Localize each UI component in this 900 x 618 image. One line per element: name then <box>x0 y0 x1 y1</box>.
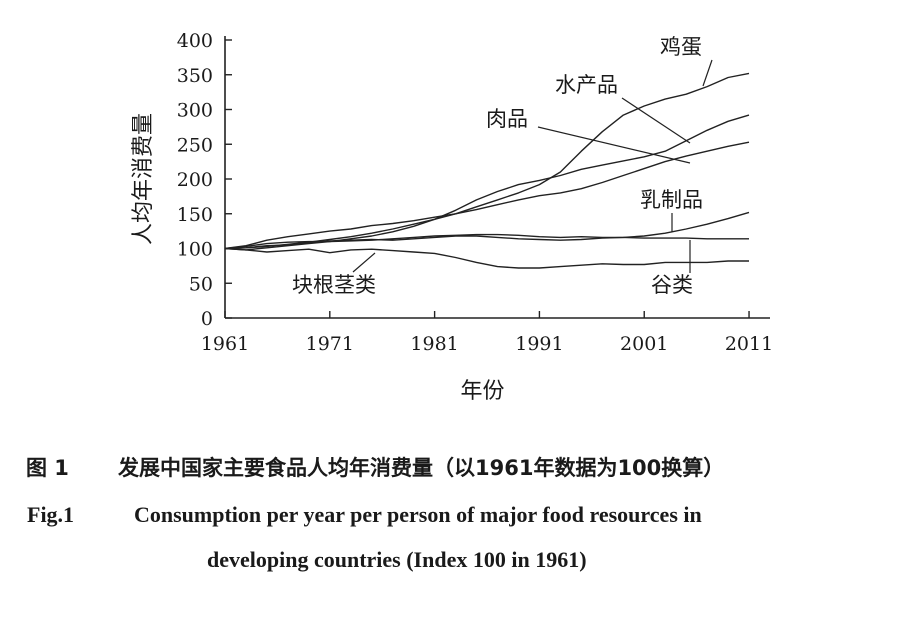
series-label: 肉品 <box>486 107 528 131</box>
y-tick-label: 300 <box>177 100 213 122</box>
x-tick-label: 2001 <box>620 333 668 355</box>
label-leader-line <box>621 97 691 144</box>
series-label: 乳制品 <box>640 188 703 212</box>
series-label: 水产品 <box>555 73 618 97</box>
axes: 0 50 100 150 200 250 300 350 400 1961 1971 1981 1991… <box>177 30 773 355</box>
x-tick-label: 1971 <box>306 333 354 355</box>
label-leader-line <box>702 59 713 87</box>
caption-zh-text: 发展中国家主要食品人均年消费量（以1961年数据为100换算） <box>118 456 725 480</box>
x-tick-label: 1991 <box>515 333 563 355</box>
label-leader-line <box>537 126 691 164</box>
y-axis-title: 人均年消费量 <box>131 113 156 245</box>
y-tick-label: 150 <box>177 204 213 226</box>
series-lines <box>224 72 750 269</box>
caption-en-number: Fig.1 <box>27 502 75 527</box>
series-line <box>224 233 749 250</box>
x-tick-label: 1961 <box>201 333 249 355</box>
series-label: 鸡蛋 <box>660 35 702 59</box>
y-tick-label: 50 <box>189 273 213 295</box>
series-line <box>224 247 749 269</box>
x-tick-label: 2011 <box>725 333 773 355</box>
x-tick-label: 1981 <box>410 333 458 355</box>
y-tick-label: 400 <box>177 30 213 52</box>
caption-zh-number: 图 1 <box>26 456 69 480</box>
line-chart: 0 50 100 150 200 250 300 350 400 1961 1971 1981 1991… <box>131 30 773 404</box>
y-tick-label: 200 <box>177 169 213 191</box>
axis-titles: 年份 人均年消费量 <box>131 113 505 404</box>
label-leader-lines <box>352 59 713 273</box>
series-label: 块根茎类 <box>292 273 376 297</box>
caption-en-text-line2: developing countries (Index 100 in 1961) <box>207 547 587 572</box>
x-axis-title: 年份 <box>460 379 504 404</box>
y-tick-label: 0 <box>201 308 213 330</box>
label-leader-line <box>352 252 376 273</box>
series-line <box>224 211 750 250</box>
y-tick-label: 100 <box>177 239 213 261</box>
y-tick-label: 250 <box>177 134 213 156</box>
caption-en-text-line1: Consumption per year per person of major… <box>134 502 702 527</box>
series-line <box>224 141 750 250</box>
series-label: 谷类 <box>651 273 693 297</box>
y-tick-label: 350 <box>177 65 213 87</box>
series-line <box>224 114 750 251</box>
